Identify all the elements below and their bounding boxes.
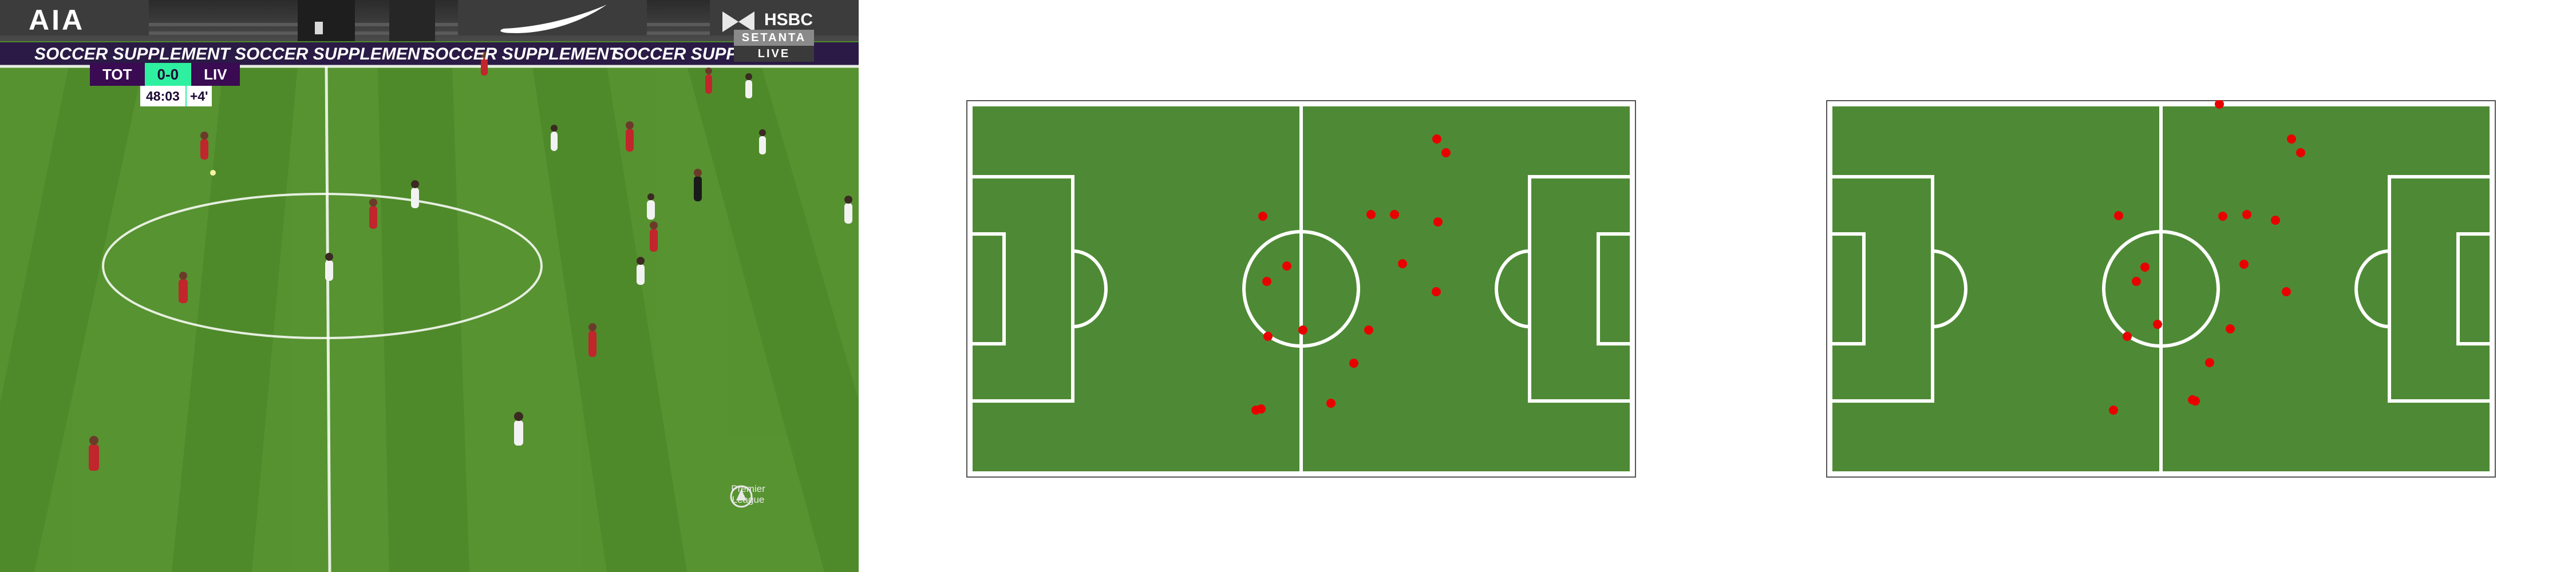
left-six-yard-box <box>969 232 1006 345</box>
pitch-minimap-1 <box>966 100 1636 478</box>
player-marker <box>2140 263 2150 272</box>
broadcast-scene <box>0 0 859 572</box>
player-marker <box>2205 358 2214 367</box>
ball <box>210 170 216 176</box>
player-marker <box>1433 217 1443 227</box>
player-marker <box>2271 216 2280 225</box>
player-marker <box>2282 287 2291 296</box>
player-marker <box>1263 332 1273 341</box>
player-marker <box>1364 325 1373 335</box>
stand-seats <box>0 0 859 41</box>
left-penalty-arc <box>1932 249 1967 328</box>
left-penalty-arc <box>1072 249 1108 328</box>
match-clock: 48:03 +4' <box>140 86 212 106</box>
player-marker <box>1258 212 1267 221</box>
lion-icon <box>730 485 753 508</box>
player-marker <box>2218 212 2227 221</box>
player-marker <box>2191 396 2200 406</box>
right-six-yard-box <box>1597 232 1633 345</box>
player-marker <box>1390 210 1399 219</box>
grass-stripes <box>0 66 859 572</box>
right-penalty-arc <box>2354 249 2390 328</box>
broadcast-frame: AIA HSBC SOCCER SUPPLEMENT SOCCER SUPPLE… <box>0 0 859 572</box>
home-team-abbr: TOT <box>90 63 145 86</box>
added-time: +4' <box>185 86 212 106</box>
nike-board <box>458 0 647 35</box>
players <box>89 51 852 471</box>
player-markers <box>1251 134 1451 415</box>
aia-logo: AIA <box>29 4 85 36</box>
halfway-line <box>325 66 331 572</box>
player-marker <box>2215 100 2224 109</box>
player-marker <box>2114 211 2123 220</box>
centre-circle <box>2102 230 2220 348</box>
broadcaster-badge: SETANTA LIVE <box>734 30 814 62</box>
centre-circle <box>1242 230 1360 348</box>
referee <box>694 169 702 201</box>
player-marker <box>1398 259 1407 268</box>
swoosh-icon <box>500 5 607 33</box>
left-six-yard-box <box>1829 232 1866 345</box>
player-marker <box>2132 277 2141 286</box>
player-away <box>89 51 712 471</box>
centre-circle <box>102 193 543 339</box>
player-marker <box>1349 359 1358 368</box>
player-marker <box>1298 325 1307 335</box>
score: 0-0 <box>144 63 192 86</box>
player-marker <box>2239 260 2249 269</box>
hsbc-logo: HSBC <box>764 10 813 29</box>
clock-time: 48:03 <box>140 86 185 106</box>
aia-board <box>0 0 149 35</box>
player-marker <box>2153 320 2162 329</box>
player-marker <box>2287 134 2296 144</box>
player-home <box>325 73 852 446</box>
league-logo: Premier League <box>728 483 768 508</box>
scorebug: TOT 0-0 LIV <box>90 63 240 86</box>
player-marker <box>1326 399 1336 408</box>
player-marker <box>1366 210 1376 219</box>
player-marker <box>2242 210 2251 219</box>
player-marker <box>1441 148 1451 157</box>
cockerel-icon <box>315 22 323 34</box>
player-markers <box>2109 100 2305 415</box>
hsbc-board <box>710 0 859 35</box>
player-marker <box>1262 277 1271 286</box>
right-penalty-arc <box>1495 249 1530 328</box>
ad-board-text: SOCCER SUPPLEMENT <box>34 45 230 63</box>
player-marker <box>1282 261 1291 271</box>
ad-board-text: SOCCER SUPPLEMENT <box>424 45 619 63</box>
pitch-markings <box>969 103 1633 475</box>
player-marker <box>2296 148 2305 157</box>
live-indicator: LIVE <box>734 46 814 62</box>
player-marker <box>1432 134 1441 144</box>
player-marker <box>1257 404 1266 414</box>
broadcaster-name: SETANTA <box>734 30 814 46</box>
pitch-minimap-2 <box>1826 100 2496 478</box>
player-marker <box>2109 406 2118 415</box>
away-team-abbr: LIV <box>191 63 240 86</box>
right-six-yard-box <box>2456 232 2493 345</box>
ad-board-text: SOCCER SUPPLEMENT <box>235 45 430 63</box>
ad-boards <box>0 42 859 65</box>
player-marker <box>1432 287 1441 296</box>
pitch-markings <box>1829 103 2493 475</box>
player-marker <box>2123 332 2132 341</box>
player-marker <box>2226 324 2235 333</box>
hsbc-hexagon-icon <box>722 11 738 32</box>
